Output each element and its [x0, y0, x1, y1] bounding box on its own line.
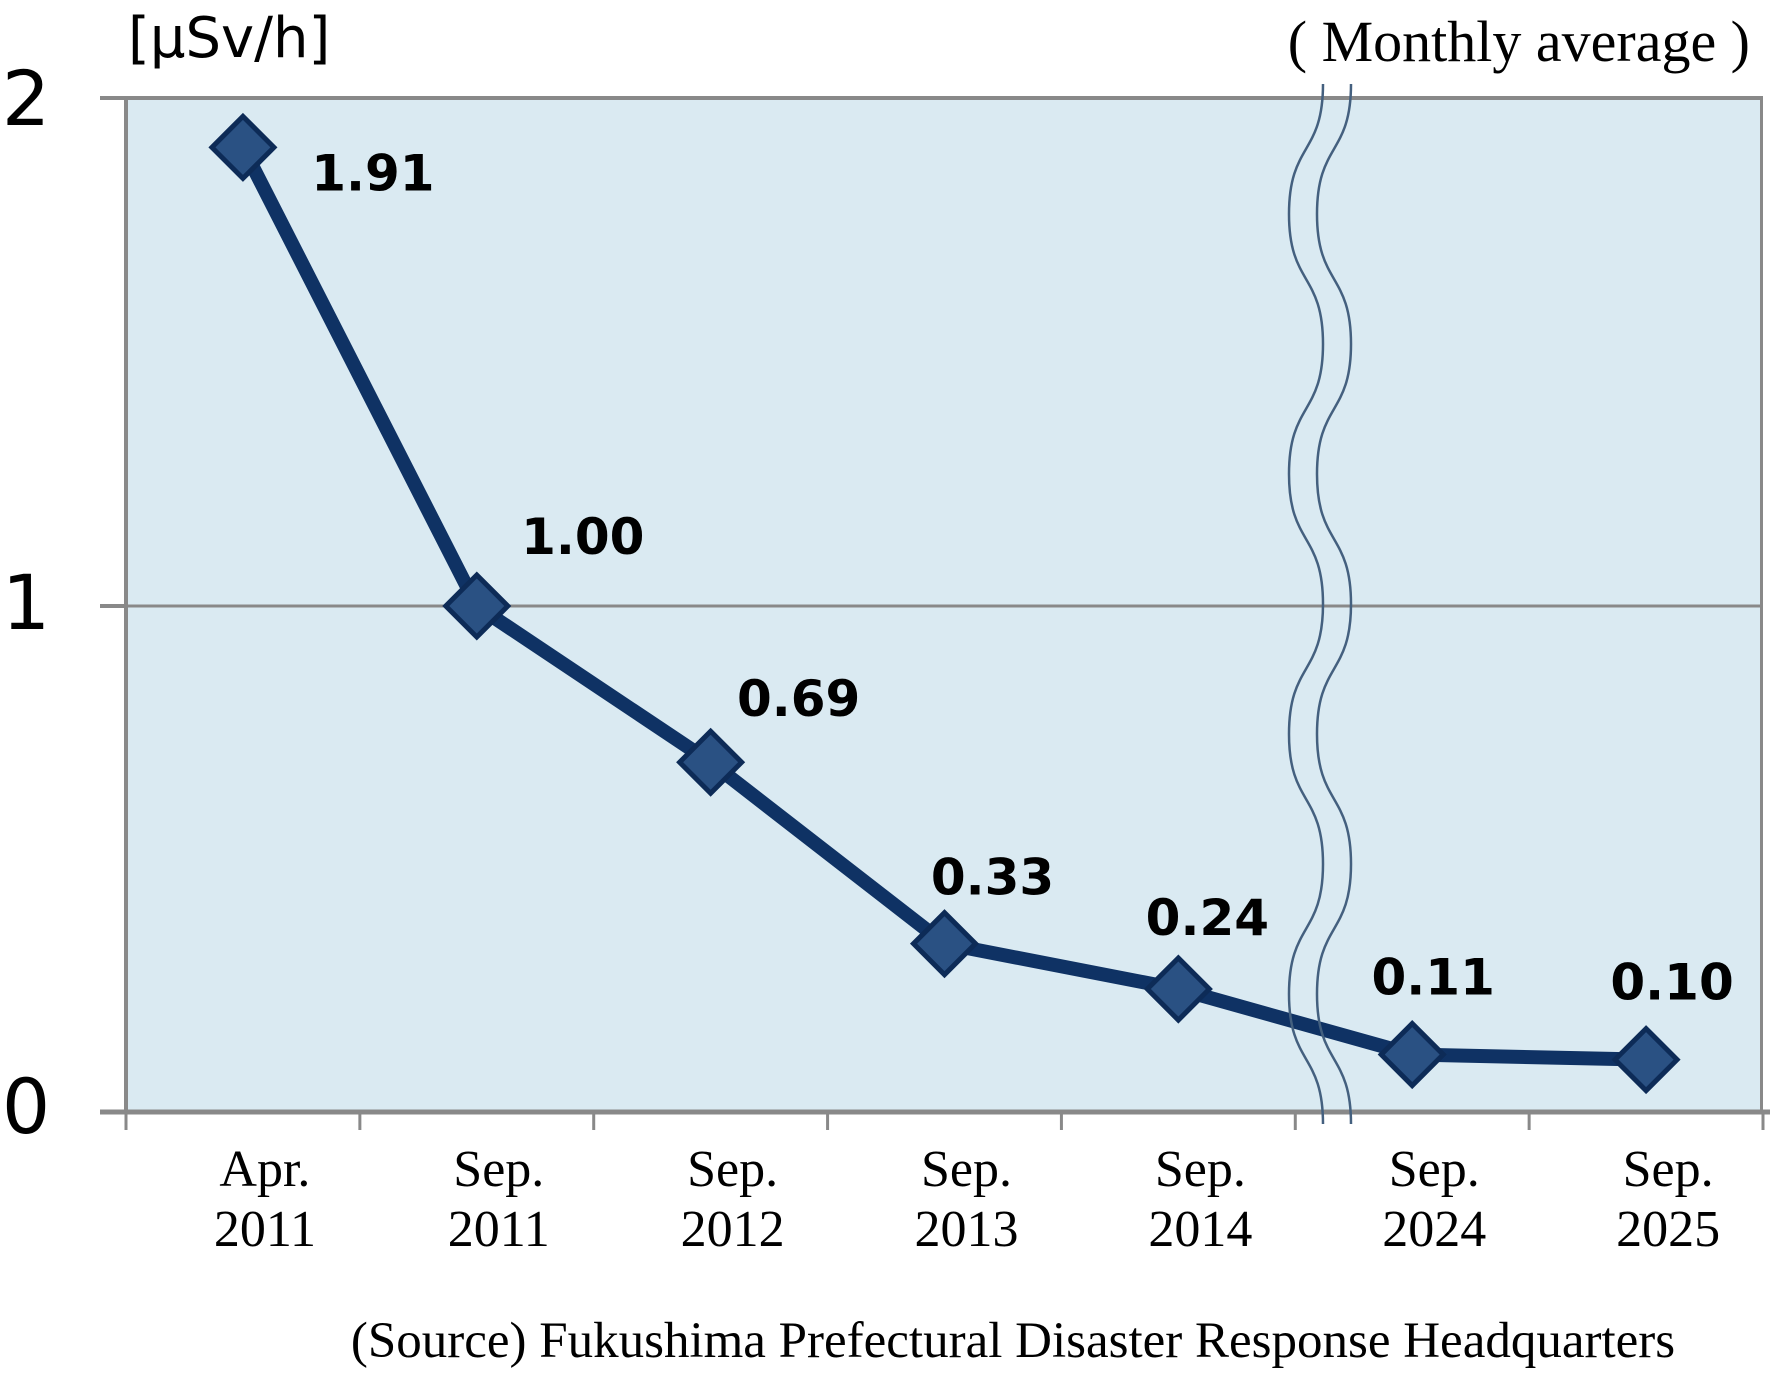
data-value-label: 0.11 — [1372, 949, 1495, 1007]
data-point-marker — [1611, 1025, 1681, 1095]
data-point-marker — [442, 571, 512, 641]
axis-break-squiggle — [1315, 83, 1353, 1125]
x-axis-label-line: 2011 — [447, 1201, 550, 1258]
data-point-marker — [1377, 1020, 1447, 1090]
data-value-label: 1.00 — [521, 508, 644, 566]
data-point-marker — [208, 112, 278, 182]
data-point-marker — [676, 727, 746, 797]
data-point-marker — [1143, 954, 1213, 1024]
x-axis-label: Apr. 2011 — [148, 1140, 382, 1260]
data-point-marker — [909, 909, 980, 979]
y-axis-tick-label: 1 — [1, 557, 51, 647]
x-axis-label-line: Sep. — [1622, 1141, 1714, 1198]
axis-break-squiggle — [1287, 83, 1325, 1125]
data-value-label: 1.91 — [311, 144, 434, 202]
y-axis-tick-label: 0 — [1, 1061, 51, 1151]
monthly-average-note: ( Monthly average ) — [1287, 9, 1750, 74]
x-axis-label-line: Apr. — [219, 1141, 311, 1198]
data-value-label: 0.69 — [737, 670, 860, 728]
x-axis-label: Sep. 2011 — [382, 1140, 616, 1260]
y-axis-unit-label: [μSv/h] — [128, 6, 331, 71]
x-axis-label-line: 2012 — [680, 1201, 785, 1258]
x-axis-label-line: Sep. — [1388, 1141, 1480, 1198]
x-axis-label-line: 2014 — [1148, 1201, 1253, 1258]
x-axis-label-line: Sep. — [687, 1141, 779, 1198]
x-axis-label: Sep. 2024 — [1317, 1140, 1551, 1260]
x-axis-label-line: Sep. — [1154, 1141, 1246, 1198]
x-axis-label-line: Sep. — [453, 1141, 545, 1198]
data-value-label: 0.10 — [1610, 954, 1733, 1012]
y-axis-tick-label: 2 — [1, 53, 51, 143]
x-axis-label: Sep. 2014 — [1083, 1140, 1317, 1260]
x-axis-label-line: 2013 — [914, 1201, 1019, 1258]
x-axis-label: Sep. 2025 — [1551, 1140, 1776, 1260]
x-axis-label: Sep. 2013 — [850, 1140, 1084, 1260]
x-axis-label-line: 2011 — [213, 1201, 316, 1258]
x-axis-label-line: Sep. — [921, 1141, 1012, 1198]
data-value-label: 0.33 — [931, 849, 1054, 907]
x-axis-label-line: 2024 — [1382, 1201, 1487, 1258]
x-axis-label: Sep. 2012 — [616, 1140, 850, 1260]
source-note: (Source) Fukushima Prefectural Disaster … — [350, 1313, 1676, 1369]
x-axis-label-line: 2025 — [1616, 1201, 1721, 1258]
data-value-label: 0.24 — [1146, 889, 1269, 947]
